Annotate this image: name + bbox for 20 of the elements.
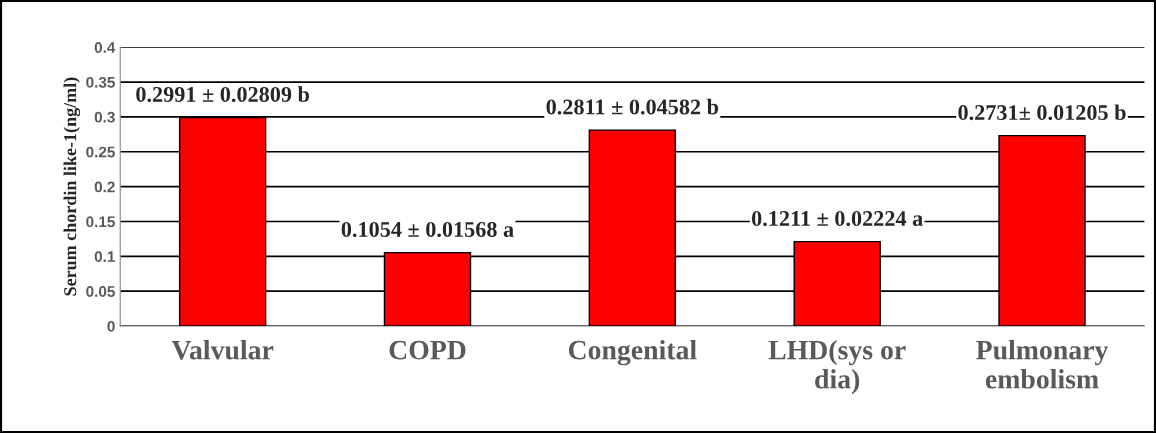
x-tick-label: Valvular xyxy=(171,339,274,360)
data-label: 0.2991 ± 0.02809 b xyxy=(136,86,310,103)
y-tick-label: 0.35 xyxy=(86,76,115,88)
x-tick-label: Pulmonary embolism xyxy=(976,339,1109,389)
data-label: 0.1054 ± 0.01568 a xyxy=(341,221,514,238)
y-tick-label: 0.3 xyxy=(94,111,115,123)
data-label: 0.1211 ± 0.02224 a xyxy=(751,211,923,227)
y-axis-title: Serum chordin like-1(ng/ml) xyxy=(63,77,81,296)
y-tick-label: 0.2 xyxy=(94,181,115,193)
x-tick-label: LHD(sys or dia) xyxy=(768,339,906,395)
data-label: 0.2731± 0.01205 b xyxy=(958,104,1126,121)
y-tick-label: 0 xyxy=(107,320,115,332)
y-tick-label: 0.4 xyxy=(94,42,116,53)
x-tick-label: Congenital xyxy=(568,339,697,366)
data-label: 0.2811 ± 0.04582 b xyxy=(546,98,719,115)
x-tick-label: COPD xyxy=(389,340,466,360)
y-tick-label: 0.1 xyxy=(94,251,115,263)
y-tick-label: 0.15 xyxy=(86,216,115,228)
y-tick-label: 0.25 xyxy=(86,146,115,158)
y-tick-label: 0.05 xyxy=(86,286,115,297)
